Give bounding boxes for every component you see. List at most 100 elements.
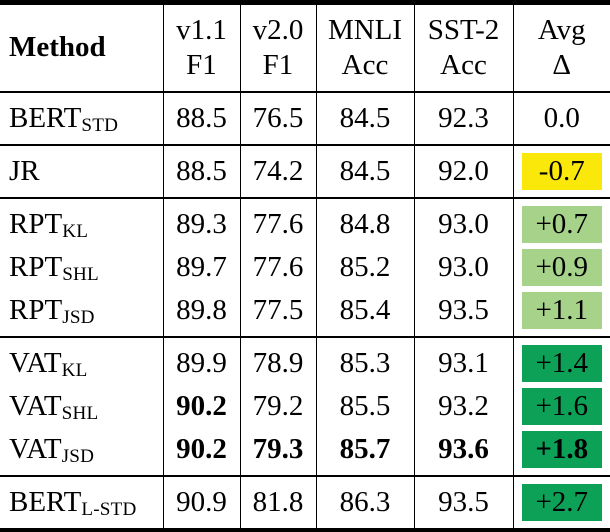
method-label: JR: [9, 155, 40, 187]
method-cell: RPTSHL: [0, 246, 163, 289]
table-row: VATSHL 90.2 79.2 85.5 93.2 +1.6: [0, 385, 610, 428]
metric-cell: 84.5: [315, 92, 414, 145]
col-header-v11: v1.1 F1: [162, 2, 240, 92]
metric-cell: 89.9: [162, 337, 240, 385]
method-subscript: SHL: [61, 403, 99, 425]
table-row: JR 88.5 74.2 84.5 92.0 -0.7: [0, 145, 610, 198]
delta-cell: +0.9: [512, 246, 610, 289]
method-label: VAT: [9, 433, 62, 465]
metric-cell: 90.2: [162, 428, 240, 476]
metric-cell: 77.5: [239, 289, 316, 337]
table-row: RPTJSD 89.8 77.5 85.4 93.5 +1.1: [0, 289, 610, 337]
delta-badge: +1.1: [521, 292, 602, 329]
method-label: BERT: [9, 486, 82, 518]
metric-cell: 93.1: [413, 337, 513, 385]
metric-cell: 78.9: [239, 337, 316, 385]
delta-cell: +1.1: [512, 289, 610, 337]
method-subscript: SHL: [62, 264, 99, 286]
method-label: VAT: [9, 347, 62, 379]
header-row: Method v1.1 F1 v2.0 F1 MNLI Acc SST-2 Ac…: [0, 2, 610, 92]
method-label: RPT: [9, 294, 63, 326]
method-subscript: KL: [61, 360, 88, 382]
metric-cell: 90.2: [162, 385, 240, 428]
delta-badge: +1.6: [521, 388, 602, 425]
metric-cell: 85.2: [315, 246, 414, 289]
method-subscript: STD: [81, 115, 119, 137]
metric-cell: 84.8: [315, 198, 414, 246]
delta-badge: 0.0: [543, 102, 580, 134]
metric-cell: 77.6: [239, 198, 316, 246]
group-baseline: BERTSTD 88.5 76.5 84.5 92.3 0.0: [0, 92, 610, 145]
table-row: VATKL 89.9 78.9 85.3 93.1 +1.4: [0, 337, 610, 385]
method-subscript: L-STD: [81, 499, 137, 521]
table-row: RPTSHL 89.7 77.6 85.2 93.0 +0.9: [0, 246, 610, 289]
metric-cell: 92.3: [413, 92, 513, 145]
metric-cell: 93.5: [413, 476, 513, 531]
delta-badge: -0.7: [521, 153, 602, 190]
delta-cell: -0.7: [512, 145, 610, 198]
method-cell: VATSHL: [0, 385, 163, 428]
metric-cell: 89.3: [162, 198, 240, 246]
method-label: RPT: [9, 251, 63, 283]
method-cell: JR: [0, 145, 163, 198]
method-cell: BERTSTD: [0, 92, 163, 145]
method-subscript: KL: [62, 221, 89, 243]
group-rpt: RPTKL 89.3 77.6 84.8 93.0 +0.7 RPTSHL 89…: [0, 198, 610, 337]
delta-cell: 0.0: [512, 92, 610, 145]
table-row: BERTL-STD 90.9 81.8 86.3 93.5 +2.7: [0, 476, 610, 531]
col-header-method: Method: [9, 31, 106, 64]
delta-badge: +1.8: [521, 431, 602, 468]
col-header-line1: v1.1: [176, 13, 227, 46]
col-header-line2: F1: [262, 49, 294, 81]
delta-cell: +1.6: [512, 385, 610, 428]
col-header-line2: F1: [186, 49, 217, 81]
metric-cell: 89.7: [162, 246, 240, 289]
col-header-line2: Acc: [440, 49, 487, 81]
col-header-v20: v2.0 F1: [239, 2, 316, 92]
metric-cell: 93.0: [413, 246, 513, 289]
metric-cell: 74.2: [239, 145, 316, 198]
method-subscript: JSD: [62, 307, 95, 329]
table-header: Method v1.1 F1 v2.0 F1 MNLI Acc SST-2 Ac…: [0, 2, 610, 92]
group-bert-large: BERTL-STD 90.9 81.8 86.3 93.5 +2.7: [0, 476, 610, 531]
method-cell: RPTKL: [0, 198, 163, 246]
delta-badge: +0.7: [521, 206, 602, 243]
group-jr: JR 88.5 74.2 84.5 92.0 -0.7: [0, 145, 610, 198]
method-label: VAT: [9, 390, 62, 422]
delta-badge: +0.9: [521, 249, 602, 286]
method-label: BERT: [9, 102, 82, 134]
metric-cell: 93.0: [413, 198, 513, 246]
delta-cell: +2.7: [512, 476, 610, 531]
method-label: RPT: [9, 208, 63, 240]
metric-cell: 85.5: [315, 385, 414, 428]
metric-cell: 86.3: [315, 476, 414, 531]
metric-cell: 89.8: [162, 289, 240, 337]
method-subscript: JSD: [61, 446, 95, 468]
metric-cell: 84.5: [315, 145, 414, 198]
table-row: VATJSD 90.2 79.3 85.7 93.6 +1.8: [0, 428, 610, 476]
metric-cell: 92.0: [413, 145, 513, 198]
method-cell: RPTJSD: [0, 289, 163, 337]
delta-cell: +1.4: [512, 337, 610, 385]
metric-cell: 79.3: [239, 428, 316, 476]
metric-cell: 77.6: [239, 246, 316, 289]
col-header-line2: Acc: [341, 49, 389, 81]
col-header-line1: v2.0: [252, 13, 304, 46]
col-header-line1: SST-2: [427, 13, 500, 46]
metric-cell: 76.5: [239, 92, 316, 145]
metric-cell: 88.5: [162, 145, 240, 198]
table-row: BERTSTD 88.5 76.5 84.5 92.3 0.0: [0, 92, 610, 145]
metric-cell: 79.2: [239, 385, 316, 428]
metric-cell: 85.7: [315, 428, 414, 476]
delta-cell: +0.7: [512, 198, 610, 246]
metric-cell: 90.9: [162, 476, 240, 531]
delta-symbol: Δ: [552, 49, 572, 81]
metric-cell: 93.6: [413, 428, 513, 476]
method-cell: VATKL: [0, 337, 163, 385]
group-vat: VATKL 89.9 78.9 85.3 93.1 +1.4 VATSHL 90…: [0, 337, 610, 476]
metric-cell: 88.5: [162, 92, 240, 145]
col-header-sst2: SST-2 Acc: [413, 2, 513, 92]
metric-cell: 85.3: [315, 337, 414, 385]
col-header-avg-delta: Avg Δ: [512, 2, 610, 92]
